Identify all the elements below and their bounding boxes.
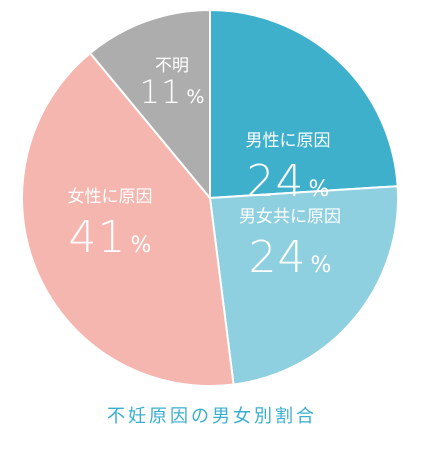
slice-value-label: 11% <box>140 73 205 111</box>
pie-slice <box>209 8 399 200</box>
slice-label: 不明 <box>155 56 189 76</box>
slice-value-label: 24% <box>249 232 332 283</box>
slice-label: 男女共に原因 <box>239 207 341 227</box>
slice-label: 男性に原因 <box>246 131 331 151</box>
pie-slice <box>88 8 211 201</box>
slice-value-label: 24% <box>247 156 330 207</box>
chart-title: 不妊原因の男女別割合 <box>107 406 317 427</box>
pie-slice <box>21 51 235 388</box>
slice-label: 女性に原因 <box>68 187 153 207</box>
pie-slice <box>208 185 399 386</box>
slice-value-label: 41% <box>69 212 152 263</box>
